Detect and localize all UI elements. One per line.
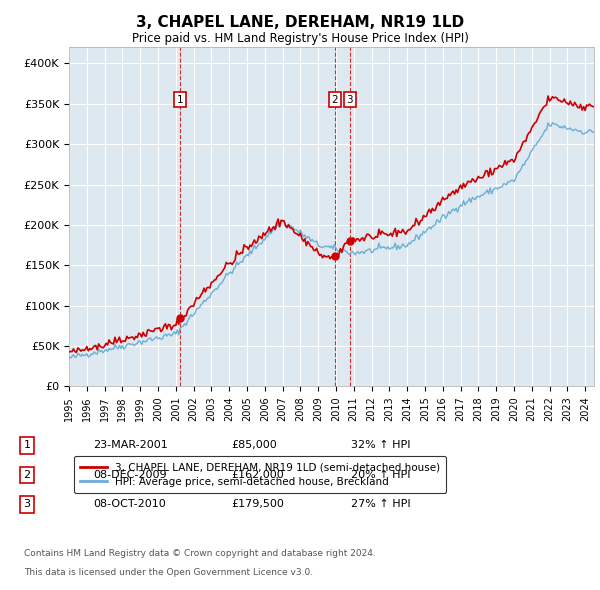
Text: 3: 3	[346, 95, 353, 104]
Legend: 3, CHAPEL LANE, DEREHAM, NR19 1LD (semi-detached house), HPI: Average price, sem: 3, CHAPEL LANE, DEREHAM, NR19 1LD (semi-…	[74, 456, 446, 493]
Text: £85,000: £85,000	[231, 441, 277, 450]
Text: 3: 3	[23, 500, 31, 509]
Text: £179,500: £179,500	[231, 500, 284, 509]
Text: This data is licensed under the Open Government Licence v3.0.: This data is licensed under the Open Gov…	[24, 568, 313, 577]
Text: 2: 2	[23, 470, 31, 480]
Text: 2: 2	[332, 95, 338, 104]
Text: £162,000: £162,000	[231, 470, 284, 480]
Text: 1: 1	[176, 95, 183, 104]
Text: Price paid vs. HM Land Registry's House Price Index (HPI): Price paid vs. HM Land Registry's House …	[131, 32, 469, 45]
Text: 32% ↑ HPI: 32% ↑ HPI	[351, 441, 410, 450]
Text: 3, CHAPEL LANE, DEREHAM, NR19 1LD: 3, CHAPEL LANE, DEREHAM, NR19 1LD	[136, 15, 464, 30]
Text: 23-MAR-2001: 23-MAR-2001	[93, 441, 168, 450]
Text: 20% ↑ HPI: 20% ↑ HPI	[351, 470, 410, 480]
Text: Contains HM Land Registry data © Crown copyright and database right 2024.: Contains HM Land Registry data © Crown c…	[24, 549, 376, 558]
Text: 08-DEC-2009: 08-DEC-2009	[93, 470, 167, 480]
Text: 1: 1	[23, 441, 31, 450]
Text: 27% ↑ HPI: 27% ↑ HPI	[351, 500, 410, 509]
Text: 08-OCT-2010: 08-OCT-2010	[93, 500, 166, 509]
